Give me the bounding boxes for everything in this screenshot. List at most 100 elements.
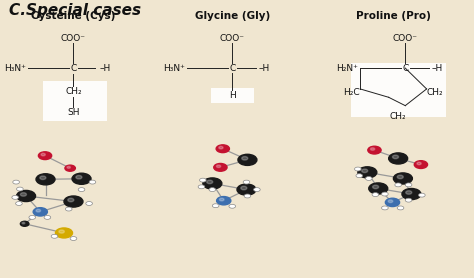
Circle shape	[59, 230, 64, 233]
Text: C: C	[229, 64, 236, 73]
Circle shape	[207, 180, 213, 184]
Text: H₂C: H₂C	[344, 88, 360, 97]
Circle shape	[414, 161, 428, 168]
Circle shape	[12, 195, 18, 199]
Circle shape	[20, 193, 27, 196]
Circle shape	[402, 188, 421, 200]
Circle shape	[388, 200, 393, 203]
Circle shape	[212, 204, 219, 208]
Circle shape	[355, 167, 361, 171]
Circle shape	[216, 145, 229, 153]
Bar	[43, 81, 107, 121]
Circle shape	[397, 175, 403, 179]
Circle shape	[51, 234, 58, 238]
Text: COO⁻: COO⁻	[393, 34, 418, 43]
Circle shape	[22, 222, 25, 224]
Circle shape	[70, 237, 77, 240]
Circle shape	[254, 188, 260, 192]
Circle shape	[362, 169, 368, 173]
Circle shape	[392, 155, 399, 159]
Circle shape	[368, 146, 381, 154]
Text: CH₂: CH₂	[427, 88, 443, 97]
Text: CH₂: CH₂	[65, 87, 82, 96]
Circle shape	[76, 175, 82, 179]
Circle shape	[89, 180, 96, 184]
Circle shape	[389, 153, 408, 164]
Text: H₃N⁺: H₃N⁺	[4, 64, 26, 73]
Text: H: H	[229, 91, 236, 100]
Circle shape	[41, 153, 46, 156]
Circle shape	[372, 193, 379, 197]
Circle shape	[68, 198, 74, 202]
Circle shape	[365, 177, 372, 180]
Circle shape	[405, 183, 412, 187]
Text: C: C	[70, 64, 77, 73]
Text: C.Special cases: C.Special cases	[9, 3, 142, 18]
Circle shape	[72, 173, 91, 184]
Circle shape	[406, 191, 412, 194]
Circle shape	[200, 178, 206, 182]
Circle shape	[17, 187, 23, 191]
Circle shape	[241, 186, 247, 190]
Circle shape	[214, 163, 227, 171]
Circle shape	[36, 174, 55, 185]
Circle shape	[369, 183, 388, 194]
Circle shape	[393, 173, 412, 184]
Circle shape	[419, 193, 425, 197]
Circle shape	[36, 209, 41, 212]
Circle shape	[217, 165, 221, 168]
Text: Proline (Pro): Proline (Pro)	[356, 11, 431, 21]
Circle shape	[242, 157, 248, 160]
Text: COO⁻: COO⁻	[220, 34, 245, 43]
Circle shape	[358, 167, 377, 178]
Circle shape	[371, 148, 375, 150]
Circle shape	[86, 202, 92, 205]
Text: –H: –H	[431, 64, 443, 73]
Circle shape	[20, 221, 29, 226]
Circle shape	[382, 192, 388, 196]
Text: Cysteine (Cys): Cysteine (Cys)	[31, 11, 116, 21]
Circle shape	[217, 197, 231, 205]
Circle shape	[13, 180, 19, 184]
Circle shape	[209, 188, 216, 192]
Circle shape	[65, 207, 72, 211]
Circle shape	[219, 147, 223, 149]
Circle shape	[397, 206, 404, 210]
Circle shape	[395, 183, 401, 187]
Circle shape	[16, 202, 22, 205]
Circle shape	[78, 188, 85, 192]
Circle shape	[385, 198, 400, 207]
Circle shape	[238, 154, 257, 165]
Circle shape	[64, 196, 83, 207]
Circle shape	[356, 174, 363, 178]
Circle shape	[38, 152, 52, 160]
Circle shape	[29, 215, 36, 219]
Circle shape	[405, 198, 412, 202]
Circle shape	[244, 194, 251, 198]
Circle shape	[33, 208, 47, 216]
Circle shape	[243, 180, 250, 184]
Circle shape	[55, 228, 73, 238]
Circle shape	[44, 215, 51, 219]
Circle shape	[67, 166, 70, 168]
Text: C: C	[402, 64, 409, 73]
Text: H₂N⁺: H₂N⁺	[336, 64, 358, 73]
Text: SH: SH	[67, 108, 80, 117]
Bar	[351, 63, 446, 117]
Circle shape	[40, 176, 46, 180]
Circle shape	[198, 185, 205, 189]
Text: –H: –H	[100, 64, 111, 73]
Circle shape	[373, 185, 379, 189]
Text: H₃N⁺: H₃N⁺	[163, 64, 185, 73]
Text: COO⁻: COO⁻	[61, 34, 86, 43]
Circle shape	[382, 206, 388, 210]
Text: CH₂: CH₂	[390, 112, 407, 121]
Circle shape	[17, 190, 36, 202]
Circle shape	[417, 162, 421, 165]
Text: Glycine (Gly): Glycine (Gly)	[195, 11, 270, 21]
Circle shape	[203, 178, 222, 189]
Bar	[211, 88, 254, 103]
Circle shape	[65, 165, 75, 171]
Circle shape	[219, 198, 224, 201]
Circle shape	[237, 184, 256, 195]
